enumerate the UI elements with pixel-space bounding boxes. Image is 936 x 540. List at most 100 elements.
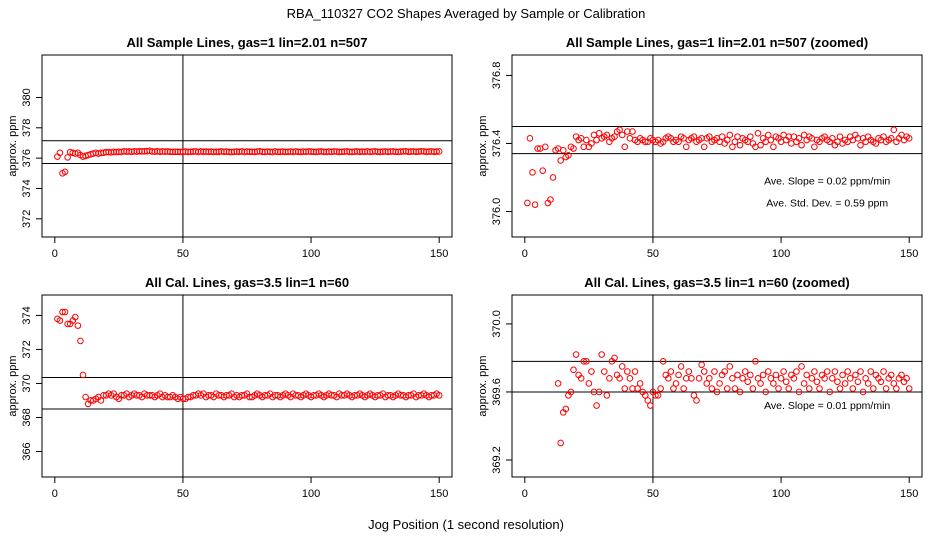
data-point [600,368,608,375]
panel-annotation: Ave. Slope = 0.01 ppm/min [764,400,890,412]
data-point [829,375,836,382]
data-point [624,368,631,375]
data-points [524,126,913,208]
x-tick-label: 50 [647,488,659,500]
data-point [700,368,708,375]
data-point [629,128,636,135]
data-point [834,378,841,386]
data-point [598,351,605,358]
data-point [836,385,844,392]
data-point [890,126,898,134]
data-point [841,380,849,387]
data-point [903,375,910,382]
data-point [74,322,82,329]
data-point [565,152,572,159]
data-point [72,313,79,321]
data-point [844,368,851,375]
data-point [736,388,744,396]
y-tick-label: 378 [21,119,33,137]
data-point [547,196,554,203]
data-point [621,385,629,392]
data-point [616,126,623,134]
data-point [829,135,836,142]
data-point [726,363,734,370]
x-tick-label: 100 [302,488,320,500]
data-point [752,358,759,365]
data-point [767,375,775,382]
data-point [880,133,887,140]
data-point [595,129,603,137]
data-point [647,402,654,409]
x-tick-label: 150 [900,248,918,260]
panel-title: All Cal. Lines, gas=3.5 lin=1 n=60 [145,275,349,290]
data-point [611,354,618,362]
y-tick-label: 368 [21,408,33,426]
data-point [846,375,854,382]
data-point [700,143,708,151]
data-point [690,392,698,399]
data-point [713,388,721,396]
data-point [539,167,547,174]
data-point [852,371,859,379]
data-point [675,138,682,146]
data-point [826,388,834,396]
x-tick-label: 0 [52,248,58,260]
x-tick-label: 100 [302,248,320,260]
panel-sample-zoomed: All Sample Lines, gas=1 lin=2.01 n=507 (… [477,35,923,260]
y-tick-label: 374 [21,306,33,324]
data-point [542,143,549,151]
data-point [880,368,887,375]
data-point [77,337,84,345]
data-point [862,375,869,382]
data-point [780,368,787,375]
data-point [747,133,754,140]
data-point [562,405,570,413]
data-point [435,392,443,399]
data-point [811,143,818,151]
data-point [677,363,685,370]
data-point [680,385,687,392]
data-point [690,133,698,140]
data-point [716,380,723,387]
data-point [618,131,626,139]
data-point [665,375,672,382]
data-point [583,358,590,365]
data-point [777,375,785,382]
data-point [905,385,913,392]
data-point [595,388,603,396]
data-point [61,308,69,316]
data-point [808,375,816,382]
figure-xlabel: Jog Position (1 second resolution) [368,517,564,532]
data-point [767,136,775,144]
data-point [793,368,800,375]
data-point [754,129,762,137]
data-point [882,385,890,392]
data-point [859,388,867,396]
data-point [764,131,772,139]
y-axis-label: approx. ppm [477,355,489,416]
panel-cal: All Cal. Lines, gas=3.5 lin=1 n=60 0 50 100… [7,275,453,500]
data-point [524,199,531,207]
x-tick-label: 0 [522,248,528,260]
data-point [56,149,64,157]
data-points [54,308,443,408]
data-point [554,380,562,387]
y-tick-label: 374 [21,179,33,197]
data-point [570,145,577,152]
data-point [606,375,613,382]
data-point [593,402,600,409]
data-point [695,375,703,382]
data-point [82,393,89,401]
data-point [893,385,900,392]
data-point [570,366,577,374]
data-point [759,371,767,379]
data-point [790,375,798,382]
plot-frame [511,54,923,238]
data-point [867,368,875,375]
y-tick-label: 370.0 [491,310,503,338]
data-point [898,371,905,379]
data-point [531,201,539,208]
data-point [729,375,736,382]
y-axis-label: approx. ppm [477,115,489,176]
data-point [708,385,716,392]
